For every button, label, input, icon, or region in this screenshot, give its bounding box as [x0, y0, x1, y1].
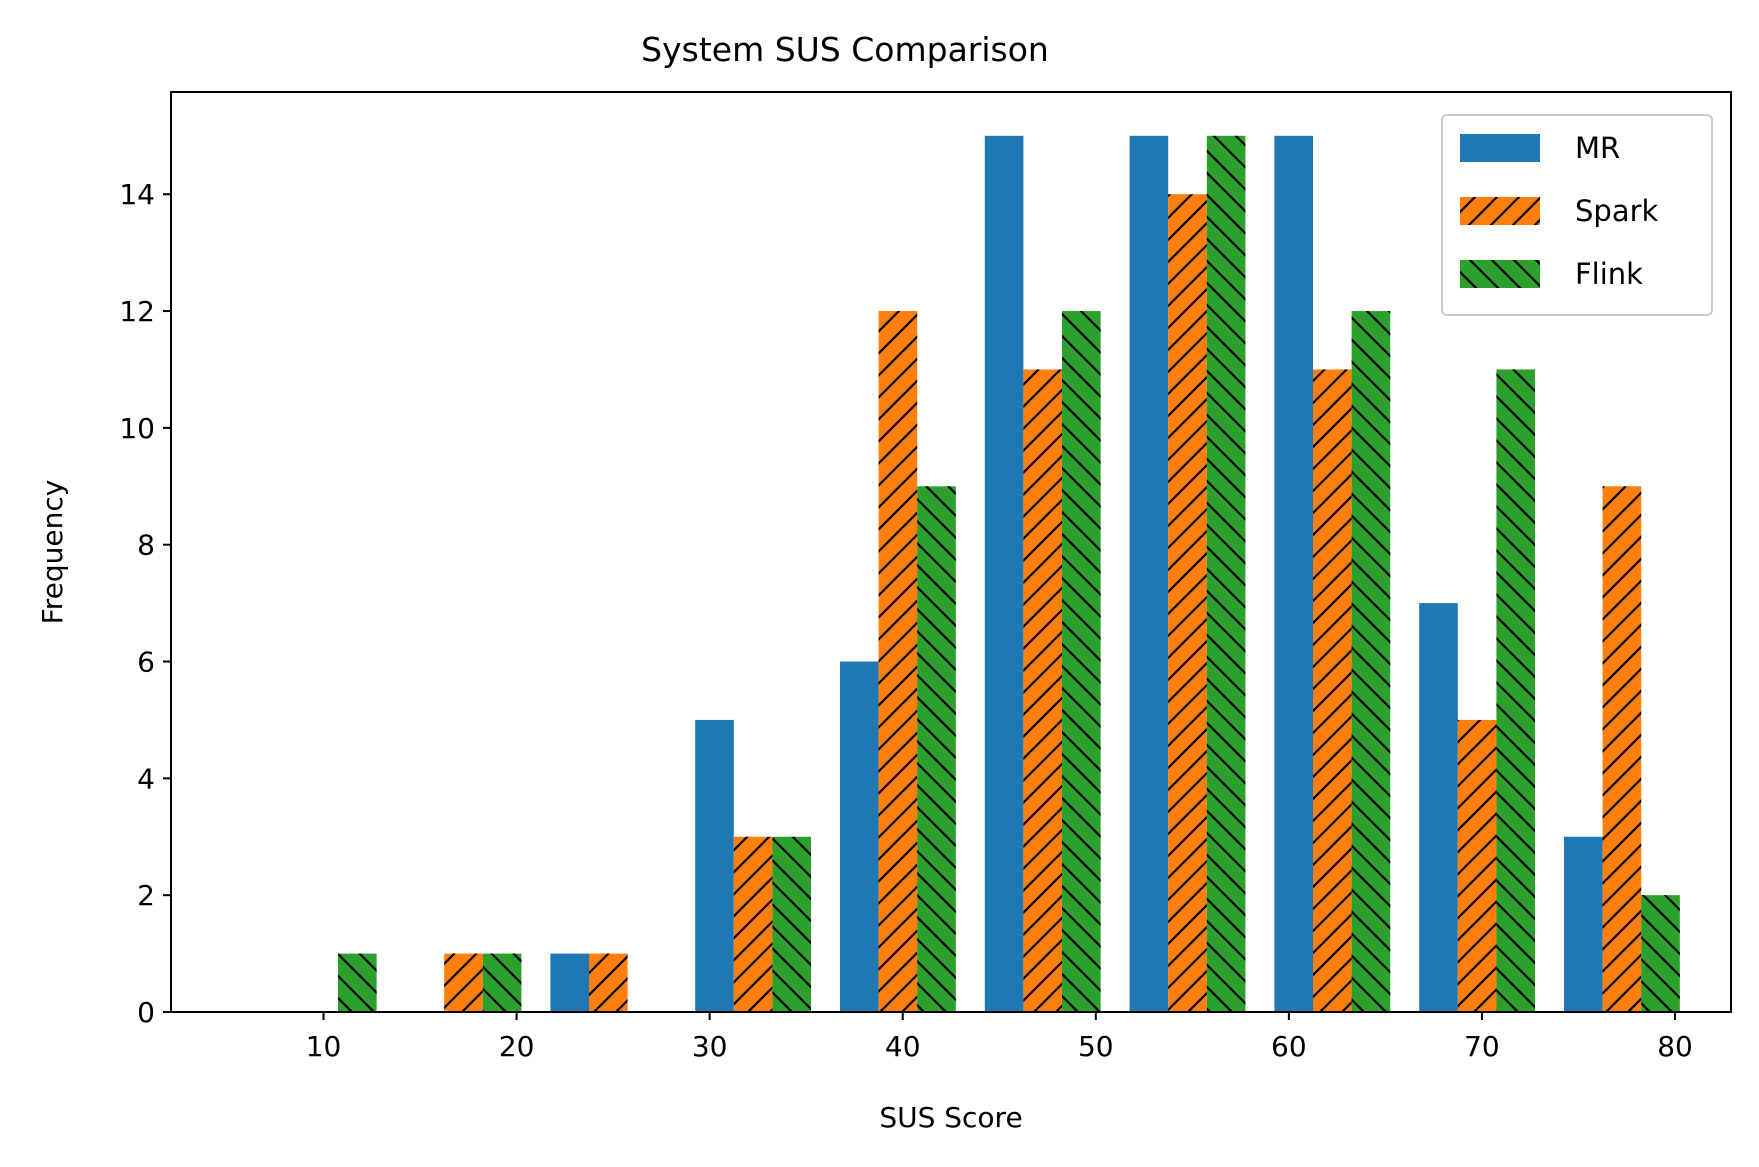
chart-title: System SUS Comparison	[641, 30, 1049, 69]
bar-mr	[695, 719, 734, 1012]
legend-swatch-hatch-spark	[1460, 197, 1540, 225]
y-tick-label: 14	[119, 178, 155, 211]
bar-hatch-spark	[1023, 369, 1063, 1012]
x-tick-label: 70	[1464, 1030, 1500, 1063]
plot-frame	[170, 91, 1732, 1013]
bar-mr	[1129, 135, 1169, 1013]
y-tick-label: 0	[137, 996, 155, 1029]
bar-mr	[1274, 135, 1314, 1013]
bar-hatch-flink	[772, 836, 812, 1012]
bar-mr	[1563, 836, 1603, 1012]
bar-hatch-flink	[1062, 311, 1101, 1012]
legend-label-spark: Spark	[1575, 194, 1659, 228]
bar-hatch-flink	[1351, 311, 1391, 1012]
x-axis: 10 20 30 40 50 60 70 80	[306, 1012, 1693, 1063]
y-tick-label: 4	[137, 762, 155, 795]
x-axis-label: SUS Score	[879, 1101, 1022, 1134]
bar-mr	[984, 135, 1024, 1013]
bar-mr	[1419, 603, 1458, 1012]
x-tick-label: 30	[692, 1030, 728, 1063]
legend-label-mr: MR	[1575, 131, 1620, 165]
bar-hatch-flink	[1641, 895, 1680, 1012]
legend-swatch-mr	[1460, 134, 1540, 162]
bar-hatch-flink	[1206, 135, 1246, 1013]
bar-hatch-flink	[338, 953, 377, 1012]
x-tick-label: 10	[306, 1030, 342, 1063]
y-tick-label: 2	[137, 879, 155, 912]
bar-mr	[550, 953, 589, 1012]
bar-hatch-flink	[482, 953, 522, 1012]
x-tick-label: 60	[1271, 1030, 1307, 1063]
bar-hatch-spark	[733, 836, 773, 1012]
y-tick-label: 8	[137, 529, 155, 562]
bar-hatch-spark	[444, 953, 483, 1012]
bar-mr	[839, 661, 879, 1012]
bar-hatch-spark	[1168, 194, 1207, 1012]
x-tick-label: 20	[499, 1030, 535, 1063]
y-tick-label: 6	[137, 646, 155, 679]
y-tick-label: 12	[119, 295, 155, 328]
bar-hatch-spark	[1602, 486, 1642, 1012]
y-axis-label: Frequency	[36, 480, 69, 625]
x-tick-label: 40	[885, 1030, 921, 1063]
bars-group	[338, 135, 1680, 1013]
y-tick-label: 10	[119, 412, 155, 445]
bar-hatch-spark	[1313, 369, 1352, 1012]
legend-label-flink: Flink	[1575, 257, 1643, 291]
bar-hatch-flink	[1496, 369, 1536, 1012]
x-tick-label: 80	[1657, 1030, 1693, 1063]
legend: MR Spark Flink	[1441, 114, 1713, 316]
y-axis: 0 2 4 6 8 10 12 14	[119, 178, 171, 1029]
bar-hatch-spark	[1457, 719, 1497, 1012]
legend-swatch-hatch-flink	[1460, 260, 1540, 288]
bar-hatch-spark	[588, 953, 628, 1012]
bar-hatch-flink	[917, 486, 956, 1012]
x-tick-label: 50	[1078, 1030, 1114, 1063]
bar-hatch-spark	[878, 311, 918, 1012]
